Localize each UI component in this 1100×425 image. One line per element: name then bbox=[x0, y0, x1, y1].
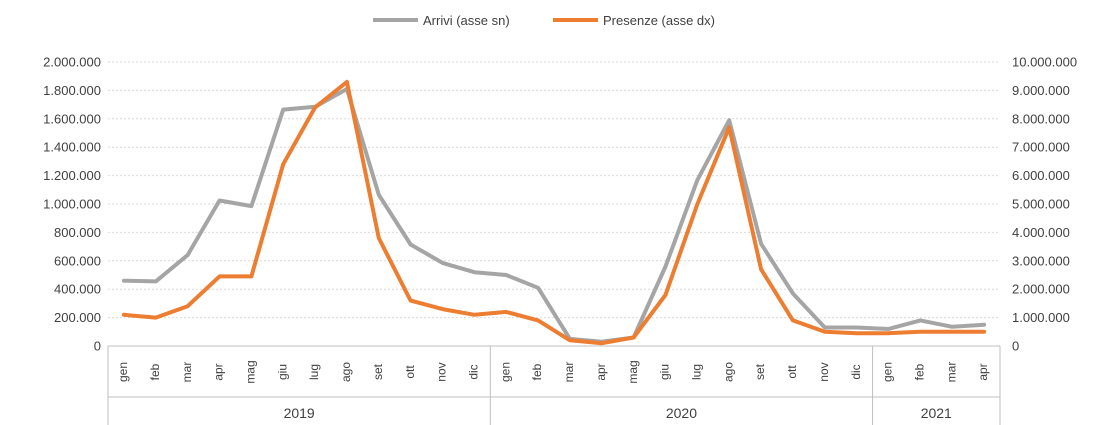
left-tick-label: 1.200.000 bbox=[43, 168, 101, 183]
x-tick-label: feb bbox=[913, 363, 927, 380]
x-tick-label: mar bbox=[944, 362, 958, 383]
left-tick-label: 1.600.000 bbox=[43, 111, 101, 126]
year-group-label: 2019 bbox=[284, 405, 315, 421]
legend-label-arrivi: Arrivi (asse sn) bbox=[423, 13, 510, 28]
year-group-label: 2020 bbox=[666, 405, 697, 421]
right-tick-label: 6.000.000 bbox=[1012, 168, 1070, 183]
legend: Arrivi (asse sn) Presenze (asse dx) bbox=[373, 13, 715, 28]
right-tick-label: 5.000.000 bbox=[1012, 197, 1070, 212]
right-tick-label: 1.000.000 bbox=[1012, 310, 1070, 325]
x-tick-label: mag bbox=[626, 360, 640, 383]
x-tick-label: gen bbox=[881, 362, 895, 382]
series-line-arrivi bbox=[121, 87, 987, 344]
right-tick-label: 4.000.000 bbox=[1012, 225, 1070, 240]
right-tick-label: 9.000.000 bbox=[1012, 83, 1070, 98]
left-tick-label: 400.000 bbox=[54, 282, 101, 297]
series-lines bbox=[121, 79, 987, 346]
left-tick-label: 0 bbox=[94, 339, 101, 354]
right-tick-label: 10.000.000 bbox=[1012, 55, 1077, 70]
x-tick-label: feb bbox=[148, 363, 162, 380]
right-tick-label: 0 bbox=[1012, 339, 1019, 354]
left-tick-label: 200.000 bbox=[54, 310, 101, 325]
year-group-label: 2021 bbox=[921, 405, 952, 421]
left-tick-label: 1.800.000 bbox=[43, 83, 101, 98]
x-tick-label: giu bbox=[658, 364, 672, 380]
x-tick-label: gen bbox=[498, 362, 512, 382]
series-line-presenze bbox=[121, 79, 987, 346]
right-tick-label: 8.000.000 bbox=[1012, 111, 1070, 126]
x-tick-label: set bbox=[753, 363, 767, 380]
x-tick-label: ago bbox=[339, 362, 353, 382]
x-tick-label: feb bbox=[530, 363, 544, 380]
x-tick-label: lug bbox=[690, 364, 704, 380]
x-tick-label: ago bbox=[721, 362, 735, 382]
left-axis: 0 200.000 400.000 600.000 800.000 1.000.000 1.… bbox=[43, 55, 101, 354]
x-axis: gen feb mar apr mag giu lug ago set ott nov dic gen f… bbox=[107, 345, 1001, 425]
right-tick-label: 3.000.000 bbox=[1012, 253, 1070, 268]
x-tick-label: ott bbox=[785, 365, 799, 379]
x-tick-label: dic bbox=[467, 364, 481, 379]
x-tick-label: apr bbox=[594, 363, 608, 380]
x-tick-label: mar bbox=[180, 362, 194, 383]
x-tick-label: apr bbox=[976, 363, 990, 380]
right-tick-label: 7.000.000 bbox=[1012, 140, 1070, 155]
x-tick-label: ott bbox=[403, 365, 417, 379]
x-tick-label: mag bbox=[244, 360, 258, 383]
x-tick-label: mar bbox=[562, 362, 576, 383]
x-tick-label: lug bbox=[307, 364, 321, 380]
x-tick-label: dic bbox=[849, 364, 863, 379]
legend-label-presenze: Presenze (asse dx) bbox=[603, 13, 715, 28]
x-tick-label: apr bbox=[212, 363, 226, 380]
right-axis: 0 1.000.000 2.000.000 3.000.000 4.000.000 5.0… bbox=[1012, 55, 1077, 354]
left-tick-label: 1.000.000 bbox=[43, 197, 101, 212]
x-tick-label: nov bbox=[435, 362, 449, 381]
left-tick-label: 2.000.000 bbox=[43, 55, 101, 70]
x-tick-label: set bbox=[371, 363, 385, 380]
left-tick-label: 600.000 bbox=[54, 253, 101, 268]
left-tick-label: 800.000 bbox=[54, 225, 101, 240]
x-tick-label: giu bbox=[275, 364, 289, 380]
right-tick-label: 2.000.000 bbox=[1012, 282, 1070, 297]
x-tick-label: gen bbox=[116, 362, 130, 382]
gridlines bbox=[108, 61, 1000, 319]
left-tick-label: 1.400.000 bbox=[43, 140, 101, 155]
x-tick-label: nov bbox=[817, 362, 831, 381]
